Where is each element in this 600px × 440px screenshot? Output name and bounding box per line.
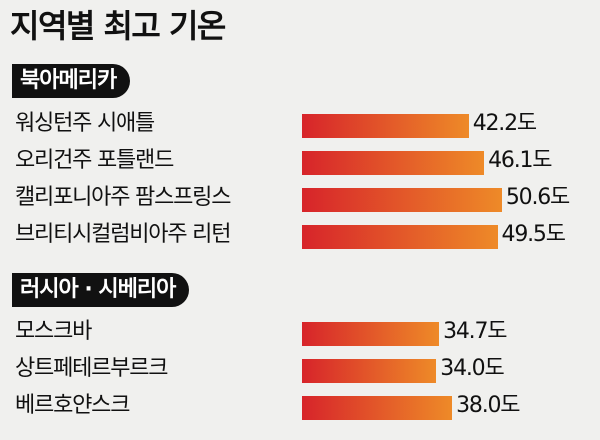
bar: [302, 151, 485, 175]
category-label: 상트페테르부르크: [15, 356, 169, 381]
category-label: 오리건주 포틀랜드: [15, 148, 174, 173]
bar: [302, 188, 502, 212]
value-label: 34.0도: [440, 356, 504, 381]
group-header: 러시아 · 시베리아: [12, 273, 190, 307]
bar: [302, 396, 453, 420]
category-label: 모스크바: [15, 319, 92, 344]
group-header: 북아메리카: [12, 64, 131, 98]
value-label: 46.1도: [488, 148, 552, 173]
bar: [302, 322, 440, 346]
category-label: 캘리포니아주 팜스프링스: [15, 185, 231, 210]
bar: [302, 114, 469, 138]
category-label: 브리티시컬럼비아주 리턴: [15, 222, 231, 247]
category-label: 워싱턴주 시애틀: [15, 111, 155, 136]
value-label: 38.0도: [456, 393, 520, 418]
category-label: 베르호얀스크: [15, 393, 130, 418]
bar: [302, 359, 437, 383]
value-label: 34.7도: [443, 319, 507, 344]
value-label: 50.6도: [505, 185, 570, 210]
value-label: 42.2도: [472, 111, 537, 136]
bar: [302, 225, 498, 249]
chart-title: 지역별 최고 기온: [10, 7, 226, 45]
value-label: 49.5도: [501, 222, 566, 247]
